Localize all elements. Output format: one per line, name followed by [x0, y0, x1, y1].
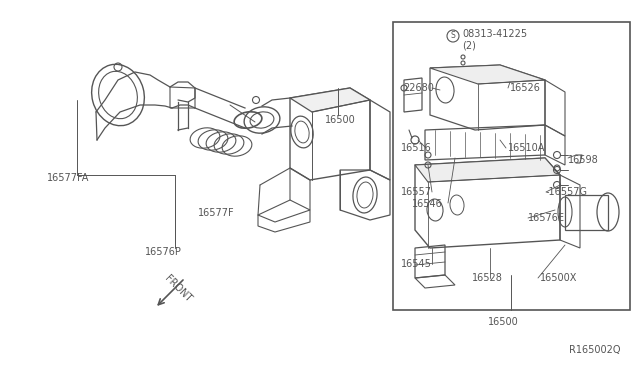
Text: 16546: 16546: [412, 199, 443, 209]
Bar: [393, 22, 630, 310]
Polygon shape: [430, 65, 545, 84]
Text: 16576E: 16576E: [528, 213, 565, 223]
Polygon shape: [290, 88, 370, 112]
Text: 16526: 16526: [510, 83, 541, 93]
Text: 16545: 16545: [401, 259, 432, 269]
Polygon shape: [415, 158, 560, 182]
Text: 16510A: 16510A: [508, 143, 545, 153]
Text: 16557: 16557: [401, 187, 432, 197]
Text: 16577FA: 16577FA: [47, 173, 90, 183]
Text: -16557G: -16557G: [546, 187, 588, 197]
Text: 22680: 22680: [403, 83, 434, 93]
Text: 16500X: 16500X: [540, 273, 577, 283]
Text: R165002Q: R165002Q: [568, 345, 620, 355]
Text: 16516: 16516: [401, 143, 432, 153]
Text: 16577F: 16577F: [198, 208, 235, 218]
Text: 08313-41225: 08313-41225: [462, 29, 527, 39]
Text: 16500: 16500: [488, 317, 519, 327]
Text: (2): (2): [462, 41, 476, 51]
Text: 16500: 16500: [325, 115, 356, 125]
Text: 16576P: 16576P: [145, 247, 182, 257]
Text: S: S: [451, 32, 456, 41]
Text: 16598: 16598: [568, 155, 599, 165]
Text: FRONT: FRONT: [163, 273, 194, 304]
Text: 16528: 16528: [472, 273, 503, 283]
